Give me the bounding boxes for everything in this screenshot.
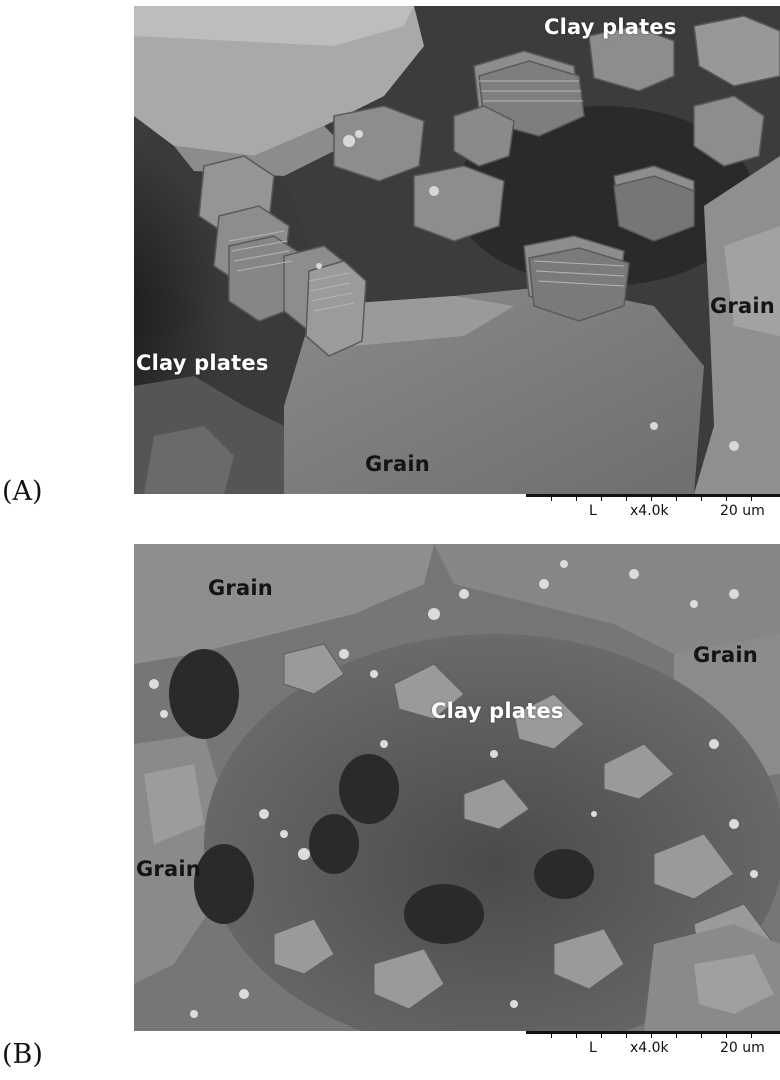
scalebar-tick xyxy=(626,497,627,501)
scalebar-length: 20 um xyxy=(720,1040,765,1056)
scalebar-line xyxy=(526,494,780,497)
label-clay-plates-left: Clay plates xyxy=(136,351,269,375)
scalebar-tick xyxy=(626,1034,627,1038)
scalebar-tick xyxy=(651,1034,652,1038)
scalebar-tick xyxy=(551,1034,552,1038)
sem-image-a: Clay plates Grain Clay plates Grain xyxy=(134,6,780,494)
scalebar-tick xyxy=(551,497,552,501)
sem-micrograph-b xyxy=(134,544,780,1031)
scalebar-tick xyxy=(726,1034,727,1038)
label-clay-plates-center: Clay plates xyxy=(431,699,564,723)
scalebar-a: L x4.0k 20 um xyxy=(526,494,780,522)
label-grain-right: Grain xyxy=(693,643,758,667)
scalebar-tick xyxy=(576,497,577,501)
scalebar-tick xyxy=(676,1034,677,1038)
label-grain-right: Grain xyxy=(710,294,775,318)
scalebar-tick xyxy=(701,497,702,501)
scalebar-tick xyxy=(576,1034,577,1038)
scalebar-magnification: x4.0k xyxy=(630,503,669,519)
scalebar-b: L x4.0k 20 um xyxy=(526,1031,780,1059)
scalebar-tick xyxy=(701,1034,702,1038)
scalebar-tick xyxy=(651,497,652,501)
scalebar-line xyxy=(526,1031,780,1034)
scalebar-tick xyxy=(601,1034,602,1038)
label-grain-top-left: Grain xyxy=(208,576,273,600)
scalebar-magnification: x4.0k xyxy=(630,1040,669,1056)
scalebar-mode: L xyxy=(589,503,597,519)
sem-micrograph-a xyxy=(134,6,780,494)
scalebar-tick xyxy=(751,497,752,501)
scalebar-length: 20 um xyxy=(720,503,765,519)
scalebar-tick xyxy=(601,497,602,501)
scalebar-mode: L xyxy=(589,1040,597,1056)
panel-label-a: (A) xyxy=(2,476,43,507)
label-clay-plates-top: Clay plates xyxy=(544,15,677,39)
panel-label-b: (B) xyxy=(2,1039,43,1070)
scalebar-tick xyxy=(676,497,677,501)
sem-image-b: Grain Grain Clay plates Grain xyxy=(134,544,780,1031)
scalebar-tick xyxy=(726,497,727,501)
label-grain-bottom: Grain xyxy=(365,452,430,476)
label-grain-left: Grain xyxy=(136,857,201,881)
scalebar-tick xyxy=(751,1034,752,1038)
